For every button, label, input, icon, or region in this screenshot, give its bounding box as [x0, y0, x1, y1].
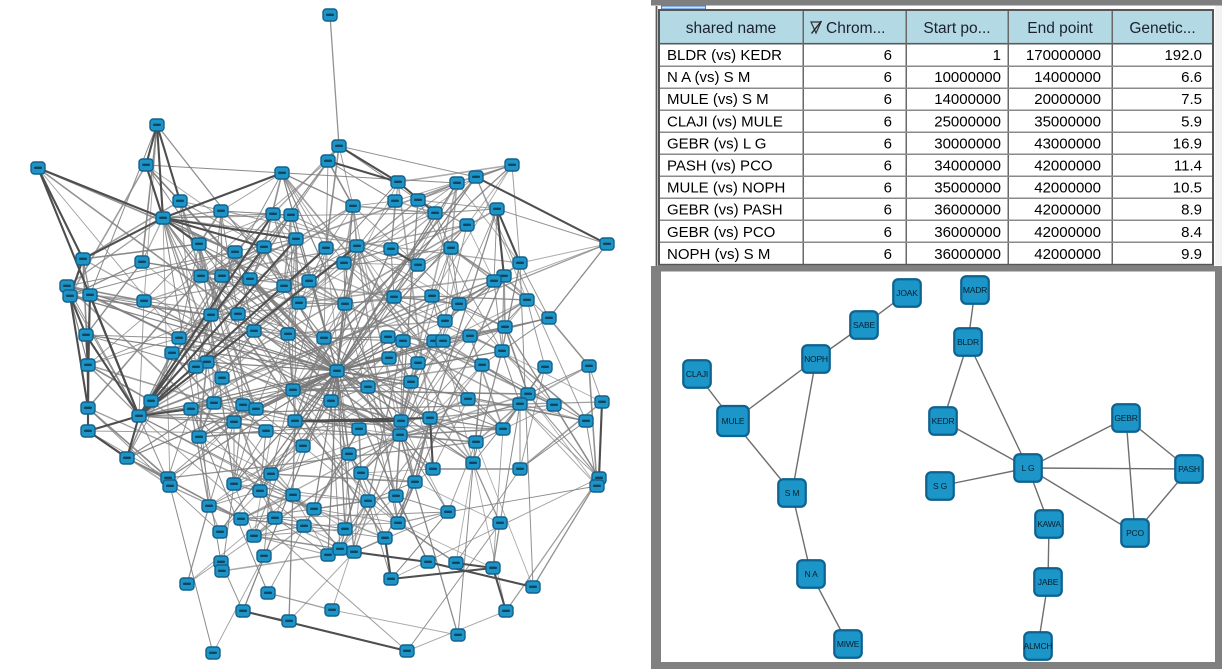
svg-text:Chrom...: Chrom... [826, 20, 885, 37]
svg-text:7.5: 7.5 [1181, 91, 1202, 108]
svg-text:6: 6 [884, 69, 892, 86]
svg-text:GEBR (vs) PASH: GEBR (vs) PASH [667, 202, 783, 219]
svg-text:11.4: 11.4 [1174, 158, 1202, 175]
svg-text:S G: S G [933, 481, 947, 491]
svg-text:8.4: 8.4 [1181, 224, 1202, 241]
svg-text:6: 6 [884, 180, 892, 197]
svg-text:5.9: 5.9 [1181, 113, 1202, 130]
svg-text:6: 6 [884, 91, 892, 108]
svg-text:BLDR (vs) KEDR: BLDR (vs) KEDR [667, 47, 782, 64]
svg-text:20000000: 20000000 [1034, 91, 1101, 108]
svg-text:GEBR (vs) PCO: GEBR (vs) PCO [667, 224, 775, 241]
svg-text:JABE: JABE [1038, 577, 1059, 587]
svg-text:14000000: 14000000 [934, 91, 1001, 108]
svg-text:36000000: 36000000 [934, 246, 1001, 263]
svg-text:42000000: 42000000 [1034, 246, 1101, 263]
svg-text:6: 6 [884, 202, 892, 219]
svg-text:MULE: MULE [722, 416, 745, 426]
svg-text:KAWA: KAWA [1037, 519, 1061, 529]
svg-text:BLDR: BLDR [957, 337, 979, 347]
svg-text:36000000: 36000000 [934, 202, 1001, 219]
svg-text:16.9: 16.9 [1173, 135, 1202, 152]
svg-text:SABE: SABE [853, 320, 875, 330]
svg-text:14000000: 14000000 [1034, 69, 1101, 86]
svg-text:PASH: PASH [1178, 464, 1200, 474]
svg-text:CLAJI (vs) MULE: CLAJI (vs) MULE [667, 113, 783, 130]
svg-text:192.0: 192.0 [1164, 47, 1202, 64]
svg-text:170000000: 170000000 [1026, 47, 1101, 64]
svg-text:6: 6 [884, 224, 892, 241]
svg-text:10.5: 10.5 [1173, 180, 1202, 197]
svg-text:43000000: 43000000 [1034, 135, 1101, 152]
svg-text:L G: L G [1022, 463, 1035, 473]
svg-text:GEBR (vs) L G: GEBR (vs) L G [667, 135, 766, 152]
svg-text:MIWE: MIWE [837, 639, 860, 649]
svg-text:35000000: 35000000 [1034, 113, 1101, 130]
svg-text:42000000: 42000000 [1034, 158, 1101, 175]
svg-text:9.9: 9.9 [1181, 246, 1202, 263]
svg-text:N A: N A [804, 569, 818, 579]
svg-text:6: 6 [884, 113, 892, 130]
svg-text:6: 6 [884, 47, 892, 64]
svg-text:shared name: shared name [686, 20, 776, 37]
svg-text:10000000: 10000000 [934, 69, 1001, 86]
svg-text:PASH (vs) PCO: PASH (vs) PCO [667, 158, 773, 175]
svg-text:N A (vs) S M: N A (vs) S M [667, 69, 750, 86]
svg-text:End point: End point [1027, 20, 1093, 37]
svg-text:PCO: PCO [1126, 528, 1144, 538]
svg-text:NOPH: NOPH [804, 354, 828, 364]
svg-text:KEDR: KEDR [932, 416, 955, 426]
svg-text:42000000: 42000000 [1034, 224, 1101, 241]
svg-text:1: 1 [993, 47, 1001, 64]
svg-text:35000000: 35000000 [934, 180, 1001, 197]
svg-text:MULE (vs) NOPH: MULE (vs) NOPH [667, 180, 785, 197]
svg-text:42000000: 42000000 [1034, 202, 1101, 219]
svg-text:34000000: 34000000 [934, 158, 1001, 175]
svg-text:6.6: 6.6 [1181, 69, 1202, 86]
svg-text:Start po...: Start po... [923, 20, 990, 37]
svg-text:GEBR: GEBR [1114, 413, 1137, 423]
svg-text:NOPH (vs) S M: NOPH (vs) S M [667, 246, 770, 263]
svg-text:MADR: MADR [963, 285, 987, 295]
svg-text:42000000: 42000000 [1034, 180, 1101, 197]
svg-text:S M: S M [785, 488, 800, 498]
svg-text:CLAJI: CLAJI [686, 369, 708, 379]
svg-text:6: 6 [884, 158, 892, 175]
svg-text:6: 6 [884, 246, 892, 263]
svg-text:ALMCH: ALMCH [1024, 641, 1053, 651]
svg-text:36000000: 36000000 [934, 224, 1001, 241]
svg-text:8.9: 8.9 [1181, 202, 1202, 219]
svg-text:MULE (vs) S M: MULE (vs) S M [667, 91, 769, 108]
svg-text:6: 6 [884, 135, 892, 152]
svg-text:JOAK: JOAK [896, 288, 918, 298]
svg-text:Genetic...: Genetic... [1129, 20, 1195, 37]
svg-text:30000000: 30000000 [934, 135, 1001, 152]
svg-text:25000000: 25000000 [934, 113, 1001, 130]
